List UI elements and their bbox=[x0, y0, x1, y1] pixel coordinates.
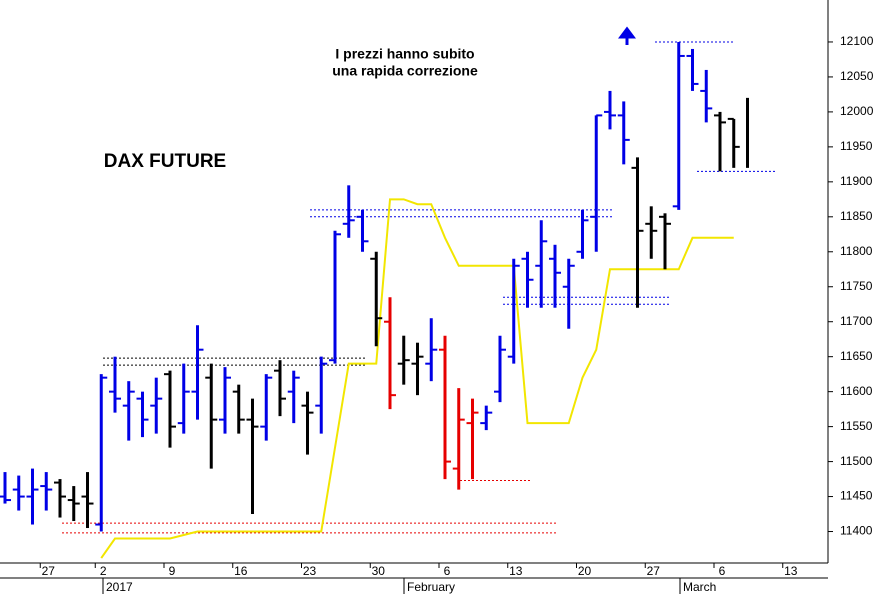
y-tick-label: 11950 bbox=[840, 139, 873, 153]
y-tick-label: 11450 bbox=[840, 489, 873, 503]
x-tick-label: 27 bbox=[647, 564, 661, 578]
x-tick-label: 6 bbox=[719, 564, 726, 578]
chart-title: DAX FUTURE bbox=[104, 151, 226, 172]
y-tick-label: 11600 bbox=[840, 384, 873, 398]
period-label: February bbox=[407, 580, 455, 594]
x-tick-label: 20 bbox=[578, 564, 592, 578]
y-tick-label: 11500 bbox=[840, 454, 873, 468]
annotation: una rapida correzione bbox=[332, 63, 478, 79]
arrow bbox=[618, 26, 636, 45]
y-tick-label: 11800 bbox=[840, 244, 873, 258]
y-tick-label: 11550 bbox=[840, 419, 873, 433]
y-tick-label: 11850 bbox=[840, 209, 873, 223]
period-label: March bbox=[683, 580, 716, 594]
y-tick-label: 12100 bbox=[840, 34, 874, 48]
period-label: 2017 bbox=[106, 580, 133, 594]
y-tick-label: 11900 bbox=[840, 174, 873, 188]
x-tick-label: 16 bbox=[234, 564, 248, 578]
y-tick-label: 11650 bbox=[840, 349, 873, 363]
x-tick-label: 27 bbox=[42, 564, 56, 578]
x-tick-label: 2 bbox=[100, 564, 107, 578]
overlay-line bbox=[100, 198, 734, 559]
y-tick-label: 11700 bbox=[840, 314, 873, 328]
x-tick-label: 9 bbox=[169, 564, 176, 578]
x-tick-label: 23 bbox=[303, 564, 317, 578]
y-tick-label: 11750 bbox=[840, 279, 873, 293]
y-tick-label: 12050 bbox=[840, 69, 874, 83]
y-tick-label: 12000 bbox=[840, 104, 874, 118]
x-tick-label: 13 bbox=[784, 564, 798, 578]
x-tick-label: 6 bbox=[444, 564, 451, 578]
annotation: I prezzi hanno subito bbox=[335, 46, 474, 62]
x-tick-label: 30 bbox=[372, 564, 386, 578]
y-tick-label: 11400 bbox=[840, 524, 873, 538]
x-tick-label: 13 bbox=[509, 564, 523, 578]
